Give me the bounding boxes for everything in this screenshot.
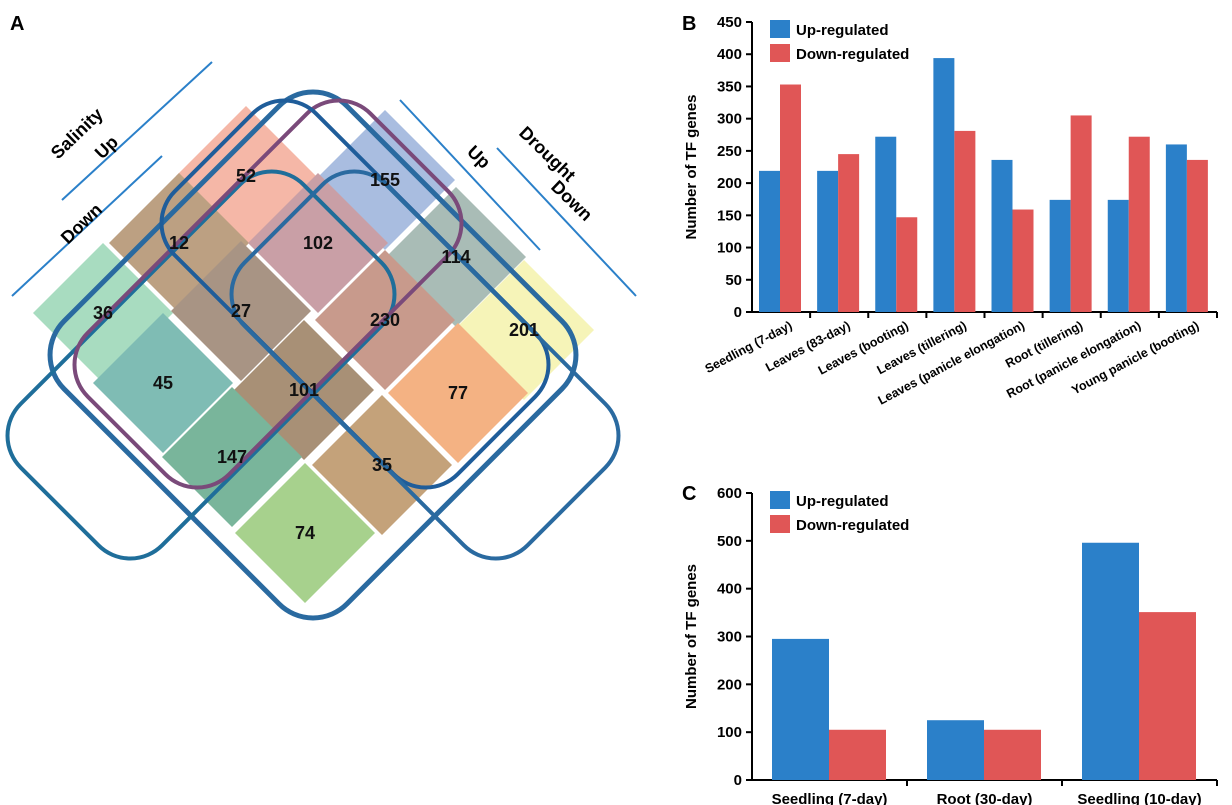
y-tick-label: 500	[717, 533, 742, 550]
venn-count-sup-dup-ddown: 230	[370, 310, 400, 330]
y-tick-label: 0	[734, 772, 742, 789]
venn-count-sdown-dup-ddown: 147	[217, 447, 247, 467]
y-tick-label: 100	[717, 724, 742, 741]
chart-b-plot: 0 50 100 150 200 250 300 350 400 450 Number of TF …	[683, 14, 1218, 408]
y-tick-label: 250	[717, 143, 742, 160]
bar-down-7	[1186, 159, 1208, 312]
legend-label-down: Down-regulated	[796, 46, 909, 63]
y-tick-label: 300	[717, 111, 742, 128]
panel-label-c: C	[682, 483, 696, 505]
panel-label-b: B	[682, 13, 696, 35]
y-tick-label: 350	[717, 78, 742, 95]
venn-region-sdown-ddown	[93, 313, 233, 453]
drought-label: Drought	[515, 122, 579, 185]
venn-region-sup-dup	[248, 173, 388, 313]
set-outline-drought-down	[229, 169, 621, 561]
legend-label-down: Down-regulated	[796, 517, 909, 534]
y-tick-label: 50	[725, 272, 742, 289]
bar-up-2	[1082, 542, 1139, 780]
y-tick-label: 200	[717, 676, 742, 693]
bar-down-3	[954, 130, 976, 312]
bar-up-1	[817, 170, 839, 312]
bar-up-5	[1049, 199, 1071, 312]
salinity-up-label: Up	[91, 132, 122, 163]
venn-labels: 36 52 155 201 12 102 114 27 230 45 101 77 147 35 74	[93, 166, 539, 543]
venn-count-dup-ddown: 114	[441, 247, 470, 267]
bar-down-0	[780, 84, 801, 312]
bar-down-1	[984, 729, 1041, 780]
legend-swatch-down	[770, 44, 790, 62]
y-tick-label: 300	[717, 629, 742, 646]
venn-count-sup-ddown: 77	[448, 383, 468, 403]
set-outline-salinity-up	[72, 98, 464, 490]
venn-count-sup-sdown-ddown: 35	[372, 455, 392, 475]
y-axis-title: Number of TF genes	[683, 94, 700, 239]
venn-outlines	[5, 89, 621, 621]
bar-chart-c: C 0 100 200 300 400 500 600 Number of TF genes S…	[682, 483, 1218, 805]
y-tick-label: 150	[717, 207, 742, 224]
bar-down-6	[1128, 136, 1150, 312]
venn-region-dup-sdown	[235, 463, 375, 603]
bar-up-1	[927, 720, 984, 780]
venn-count-all-four: 101	[289, 380, 319, 400]
bar-down-5	[1070, 115, 1092, 312]
venn-region-sup-ddown	[388, 323, 528, 463]
venn-count-ddown-only: 201	[509, 320, 539, 340]
y-axis-title: Number of TF genes	[683, 564, 700, 709]
venn-count-dup-only: 155	[370, 170, 400, 190]
chart-c-plot: 0 100 200 300 400 500 600 Number of TF genes See…	[683, 485, 1218, 805]
salinity-down-line	[11, 155, 163, 297]
venn-outer-outline	[47, 89, 579, 621]
y-tick-label: 450	[717, 14, 742, 31]
salinity-up-line	[61, 61, 213, 201]
drought-down-line	[496, 147, 637, 297]
category-label: Root (30-day)	[937, 791, 1033, 805]
venn-count-sup-only: 52	[236, 166, 256, 186]
y-tick-label: 200	[717, 175, 742, 192]
venn-count-sup-dup: 102	[303, 233, 333, 253]
venn-count-sdown-ddown: 45	[153, 373, 173, 393]
bar-up-2	[875, 136, 897, 312]
venn-count-sdown-sup: 12	[169, 233, 189, 253]
category-label: Seedling (10-day)	[1077, 791, 1201, 805]
y-tick-label: 400	[717, 46, 742, 63]
legend-label-up: Up-regulated	[796, 493, 889, 510]
venn-count-sdown-only: 36	[93, 303, 113, 323]
bar-down-2	[1139, 612, 1196, 780]
bar-down-1	[838, 154, 860, 312]
legend-label-up: Up-regulated	[796, 22, 889, 39]
bar-up-6	[1107, 199, 1129, 312]
drought-down-label: Down	[547, 176, 596, 224]
salinity-down-label: Down	[57, 199, 106, 247]
set-outline-salinity-down	[5, 169, 397, 561]
venn-count-dup-sdown: 74	[295, 523, 315, 543]
drought-up-label: Up	[463, 141, 494, 172]
bar-down-0	[829, 729, 886, 780]
bar-up-3	[933, 58, 955, 312]
legend-swatch-up	[770, 491, 790, 509]
panel-label-a: A	[10, 13, 24, 35]
bar-down-4	[1012, 209, 1034, 312]
bar-up-4	[991, 159, 1013, 312]
bar-up-0	[759, 170, 780, 312]
bar-up-7	[1165, 144, 1187, 312]
legend-swatch-up	[770, 20, 790, 38]
venn-count-sdown-sup-dup: 27	[231, 301, 251, 321]
y-tick-label: 0	[734, 304, 742, 321]
legend-swatch-down	[770, 515, 790, 533]
y-tick-label: 100	[717, 240, 742, 257]
category-label: Seedling (7-day)	[772, 791, 888, 805]
bar-up-0	[772, 638, 829, 780]
venn-region-sdown-dup-ddown	[162, 387, 302, 527]
bar-chart-b: B 0 50 100 150 200 250 300 350 400 450 Number of T…	[682, 13, 1218, 408]
bar-down-2	[896, 217, 918, 312]
venn-region-sdown-sup-dup	[171, 241, 311, 381]
y-tick-label: 400	[717, 581, 742, 598]
y-tick-label: 600	[717, 485, 742, 502]
drought-up-line	[399, 99, 541, 251]
